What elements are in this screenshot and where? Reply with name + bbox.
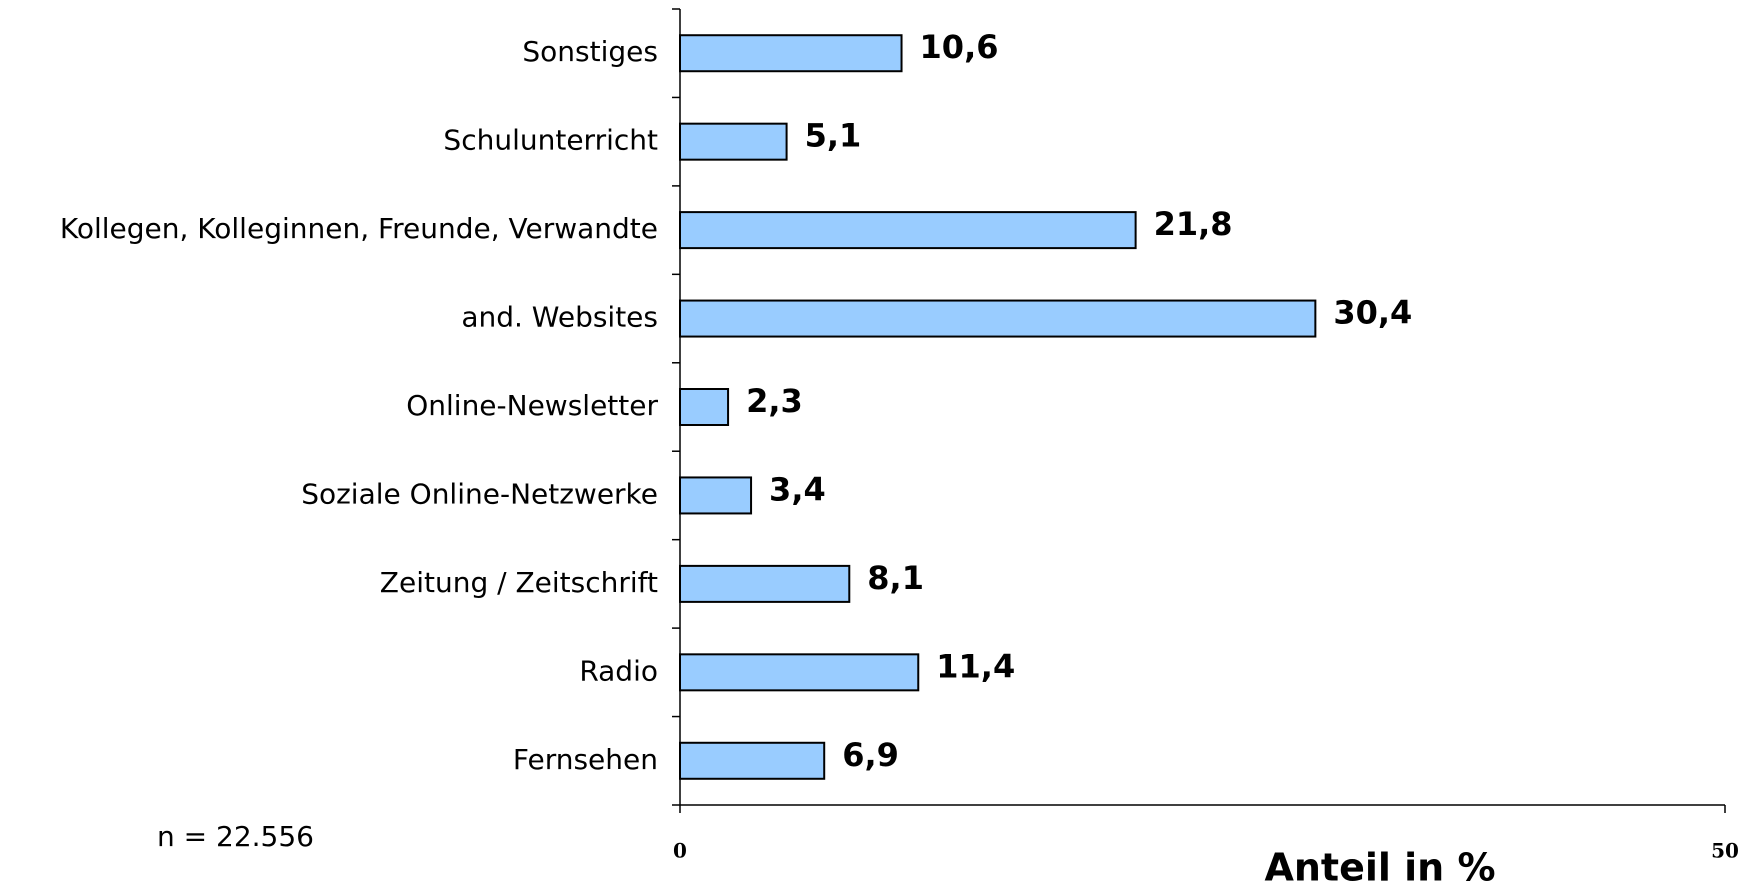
x-tick-label: 50 <box>1711 839 1739 863</box>
bar <box>679 122 788 161</box>
value-label: 8,1 <box>867 559 924 597</box>
category-label: Soziale Online-Netzwerke <box>301 477 658 510</box>
bar <box>679 388 730 426</box>
x-tick-label: 0 <box>673 839 687 863</box>
category-label: and. Websites <box>461 301 658 334</box>
value-label: 2,3 <box>746 382 803 420</box>
value-label: 10,6 <box>920 28 999 66</box>
value-label: 21,8 <box>1154 205 1233 243</box>
value-label: 3,4 <box>769 470 826 508</box>
bar <box>679 34 903 73</box>
sample-size-note: n = 22.556 <box>157 820 314 853</box>
bar <box>679 564 851 603</box>
category-label: Fernsehen <box>513 743 658 776</box>
value-label: 5,1 <box>805 117 862 155</box>
bar <box>679 653 920 692</box>
value-label: 30,4 <box>1333 294 1412 332</box>
bar <box>679 476 753 515</box>
category-label: Online-Newsletter <box>406 389 658 422</box>
category-label: Schulunterricht <box>443 124 658 157</box>
category-label: Kollegen, Kolleginnen, Freunde, Verwandt… <box>60 212 658 245</box>
value-label: 6,9 <box>842 736 899 774</box>
bar <box>679 741 826 780</box>
bar <box>679 299 1317 338</box>
bar <box>679 211 1137 250</box>
x-axis-title: Anteil in % <box>1264 846 1495 887</box>
category-label: Radio <box>579 654 658 687</box>
category-label: Zeitung / Zeitschrift <box>380 566 658 599</box>
category-label: Sonstiges <box>522 35 658 68</box>
value-label: 11,4 <box>936 647 1015 685</box>
